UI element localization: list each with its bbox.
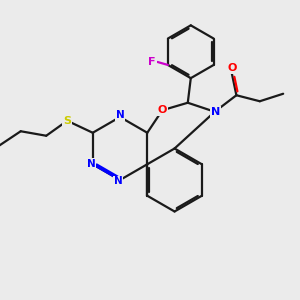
Text: N: N <box>87 159 96 169</box>
Text: S: S <box>63 116 71 126</box>
Text: O: O <box>227 63 237 73</box>
Text: F: F <box>148 57 156 67</box>
Text: O: O <box>158 105 167 115</box>
Text: N: N <box>211 107 220 117</box>
Text: N: N <box>113 176 122 187</box>
Text: N: N <box>116 110 124 120</box>
